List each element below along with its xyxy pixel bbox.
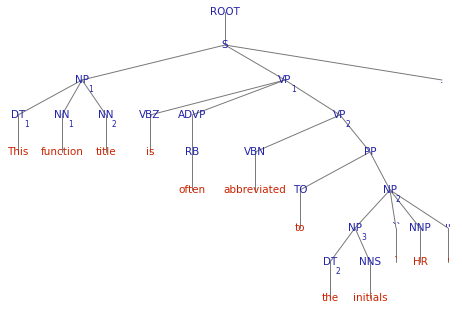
Text: 3: 3: [361, 233, 366, 242]
Text: HR: HR: [413, 257, 427, 267]
Text: S: S: [222, 40, 228, 50]
Text: This: This: [7, 147, 29, 157]
Text: 1: 1: [68, 120, 73, 129]
Text: 2: 2: [396, 195, 401, 204]
Text: RB: RB: [185, 147, 199, 157]
Text: VBN: VBN: [244, 147, 266, 157]
Text: NP: NP: [348, 223, 362, 233]
Text: DT: DT: [11, 110, 25, 120]
Text: abbreviated: abbreviated: [224, 185, 286, 195]
Text: 1: 1: [88, 85, 93, 94]
Text: 2: 2: [112, 120, 117, 129]
Text: NP: NP: [75, 75, 89, 85]
Text: function: function: [41, 147, 84, 157]
Text: ADVP: ADVP: [178, 110, 206, 120]
Text: is: is: [146, 147, 154, 157]
Text: NN: NN: [54, 110, 70, 120]
Text: TO: TO: [293, 185, 307, 195]
Text: often: often: [178, 185, 206, 195]
Text: DT: DT: [323, 257, 337, 267]
Text: ': ': [447, 257, 450, 267]
Text: NNP: NNP: [409, 223, 431, 233]
Text: VP: VP: [278, 75, 292, 85]
Text: PP: PP: [364, 147, 376, 157]
Text: .: .: [440, 75, 444, 85]
Text: 2: 2: [346, 120, 351, 129]
Text: the: the: [322, 293, 339, 303]
Text: NP: NP: [383, 185, 397, 195]
Text: ROOT: ROOT: [210, 7, 240, 17]
Text: `: `: [393, 257, 399, 267]
Text: VP: VP: [333, 110, 346, 120]
Text: VBZ: VBZ: [140, 110, 161, 120]
Text: 2: 2: [336, 267, 341, 276]
Text: 1: 1: [291, 85, 296, 94]
Text: NNS: NNS: [359, 257, 381, 267]
Text: title: title: [96, 147, 116, 157]
Text: '': '': [445, 223, 451, 233]
Text: to: to: [295, 223, 305, 233]
Text: initials: initials: [353, 293, 387, 303]
Text: NN: NN: [98, 110, 114, 120]
Text: 1: 1: [24, 120, 29, 129]
Text: ``: ``: [391, 223, 401, 233]
